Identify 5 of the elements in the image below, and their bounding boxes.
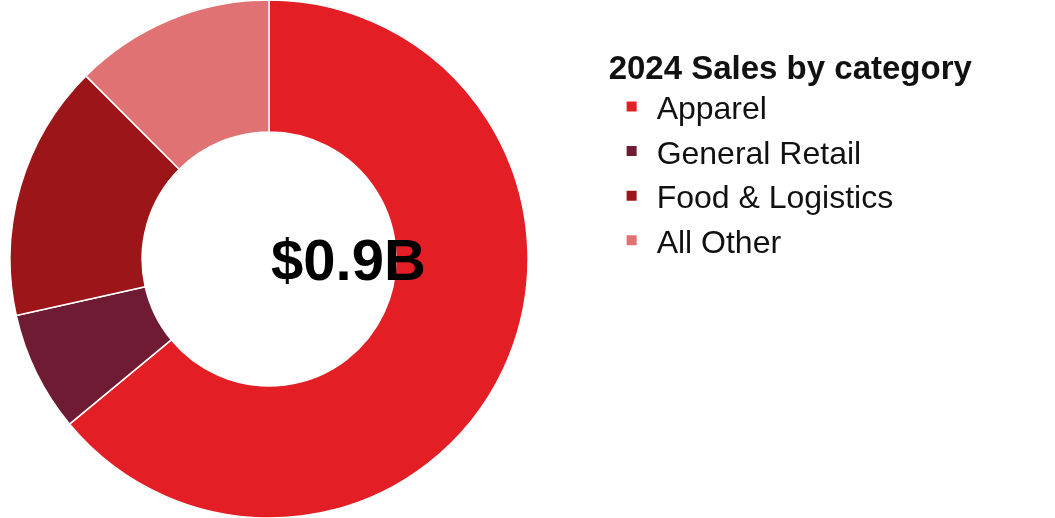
legend-label: All Other [656, 223, 782, 260]
legend-label: General Retail [656, 134, 862, 171]
legend-label: Apparel [656, 89, 767, 126]
legend-title: 2024 Sales by category [608, 49, 973, 87]
legend-label: Food & Logistics [656, 179, 894, 216]
